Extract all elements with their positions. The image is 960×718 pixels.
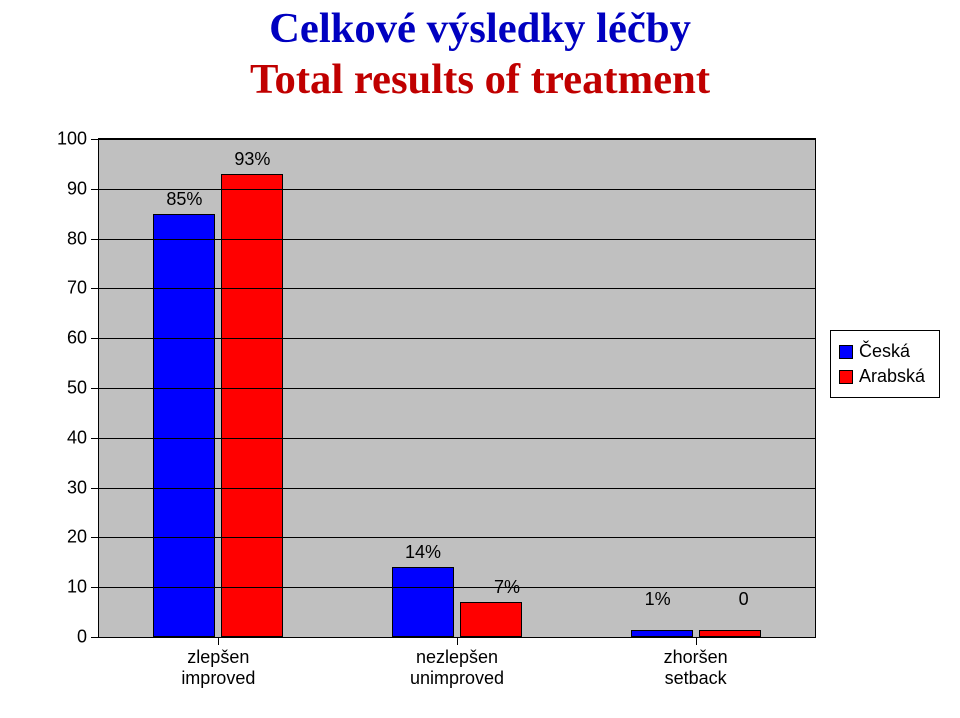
plot-area: 0102030405060708090100zlepšenimproved85%… <box>98 138 816 638</box>
y-tick-label: 0 <box>77 627 87 648</box>
y-tick <box>91 587 99 588</box>
grid-line <box>99 438 815 439</box>
bar <box>460 602 522 637</box>
chart-area: 0 10 20 30 40 50 60 70 80 90 100 zlepšenimproved 85%… <box>20 130 940 690</box>
y-tick <box>91 537 99 538</box>
chart-title-line2: Total results of treatment <box>0 55 960 104</box>
x-axis-label-line1: zlepšen <box>181 647 255 668</box>
bar-value-label: 85% <box>166 189 202 210</box>
y-tick-label: 70 <box>67 278 87 299</box>
x-axis-label: nezlepšenunimproved <box>410 647 504 689</box>
x-axis-label-line2: setback <box>664 668 728 689</box>
y-tick-label: 90 <box>67 178 87 199</box>
y-tick <box>91 139 99 140</box>
bar-value-label: 93% <box>234 149 270 170</box>
y-tick-label: 10 <box>67 577 87 598</box>
y-tick-label: 60 <box>67 328 87 349</box>
legend: Česká Arabská <box>830 330 940 398</box>
grid-line <box>99 139 815 140</box>
x-axis-label: zhoršensetback <box>664 647 728 689</box>
y-tick <box>91 388 99 389</box>
bar-value-label: 14% <box>405 542 441 563</box>
y-tick <box>91 239 99 240</box>
grid-line <box>99 338 815 339</box>
y-tick-label: 50 <box>67 378 87 399</box>
y-tick-label: 30 <box>67 477 87 498</box>
y-tick <box>91 288 99 289</box>
y-tick-label: 80 <box>67 228 87 249</box>
bar <box>699 630 761 637</box>
legend-label: Česká <box>859 341 910 362</box>
legend-label: Arabská <box>859 366 925 387</box>
chart-title-line1: Celkové výsledky léčby <box>0 4 960 53</box>
x-axis-label-line1: zhoršen <box>664 647 728 668</box>
y-tick <box>91 338 99 339</box>
legend-swatch <box>839 345 853 359</box>
y-tick <box>91 488 99 489</box>
legend-item: Česká <box>839 341 931 362</box>
y-tick-label: 20 <box>67 527 87 548</box>
legend-swatch <box>839 370 853 384</box>
grid-line <box>99 587 815 588</box>
bar <box>631 630 693 637</box>
bar <box>392 567 454 637</box>
bar-value-label: 1% <box>645 589 671 610</box>
x-tick <box>696 637 697 645</box>
grid-line <box>99 488 815 489</box>
bar-value-label: 0 <box>739 589 749 610</box>
grid-line <box>99 388 815 389</box>
bar <box>153 214 215 637</box>
grid-line <box>99 537 815 538</box>
grid-line <box>99 239 815 240</box>
chart-title: Celkové výsledky léčby Total results of … <box>0 0 960 104</box>
x-axis-label-line2: unimproved <box>410 668 504 689</box>
grid-line <box>99 189 815 190</box>
y-tick <box>91 189 99 190</box>
page: Celkové výsledky léčby Total results of … <box>0 0 960 718</box>
grid-line <box>99 288 815 289</box>
x-axis-label-line1: nezlepšen <box>410 647 504 668</box>
x-axis-label-line2: improved <box>181 668 255 689</box>
bar <box>221 174 283 637</box>
legend-item: Arabská <box>839 366 931 387</box>
y-tick <box>91 637 99 638</box>
y-tick <box>91 438 99 439</box>
x-tick <box>457 637 458 645</box>
y-tick-label: 100 <box>57 129 87 150</box>
x-axis-label: zlepšenimproved <box>181 647 255 689</box>
x-tick <box>218 637 219 645</box>
y-tick-label: 40 <box>67 427 87 448</box>
